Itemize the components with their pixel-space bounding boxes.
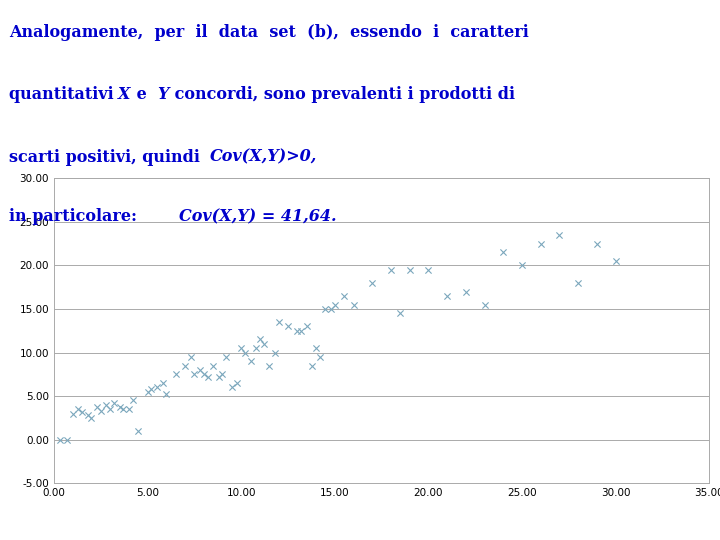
Point [161, 390, 172, 399]
Point [114, 402, 125, 411]
Point [207, 361, 219, 370]
Point [314, 353, 325, 361]
Point [385, 266, 397, 274]
Text: Cov(X,Y)>0,: Cov(X,Y)>0, [210, 148, 318, 165]
Point [325, 305, 337, 313]
Point [202, 373, 213, 381]
Point [554, 231, 565, 239]
Point [142, 388, 153, 396]
Point [329, 300, 341, 309]
Point [82, 411, 94, 420]
Point [213, 373, 225, 381]
Point [157, 379, 168, 387]
Point [307, 361, 318, 370]
Point [226, 383, 238, 391]
Point [54, 435, 66, 444]
Point [310, 344, 322, 353]
Point [273, 318, 284, 326]
Point [395, 309, 406, 318]
Point [194, 366, 206, 374]
Point [185, 353, 197, 361]
Text: in particolare:: in particolare: [9, 208, 137, 225]
Point [479, 300, 490, 309]
Point [441, 292, 453, 300]
Point [251, 344, 262, 353]
Point [76, 408, 88, 416]
Point [101, 401, 112, 409]
Point [145, 385, 157, 394]
Point [245, 357, 256, 366]
Text: quantitativi: quantitativi [9, 86, 119, 103]
Text: e: e [131, 86, 153, 103]
Point [610, 256, 621, 265]
Point [232, 379, 243, 387]
Point [423, 266, 434, 274]
Point [91, 402, 103, 411]
Point [123, 405, 135, 414]
Point [301, 322, 312, 330]
Text: Cov(X,Y) = 41,64.: Cov(X,Y) = 41,64. [179, 208, 336, 225]
Point [460, 287, 472, 296]
Point [179, 361, 191, 370]
Point [338, 292, 350, 300]
Point [95, 407, 107, 415]
Point [220, 353, 232, 361]
Text: scarti positivi, quindi: scarti positivi, quindi [9, 148, 205, 165]
Point [498, 248, 509, 256]
Point [73, 405, 84, 414]
Point [235, 344, 247, 353]
Point [254, 335, 266, 344]
Point [127, 396, 138, 405]
Text: concordi, sono prevalenti i prodotti di: concordi, sono prevalenti i prodotti di [169, 86, 516, 103]
Point [282, 322, 294, 330]
Point [104, 405, 116, 414]
Point [404, 266, 415, 274]
Point [535, 239, 546, 248]
Point [108, 399, 120, 407]
Point [572, 279, 584, 287]
Point [170, 370, 181, 379]
Point [366, 279, 378, 287]
Point [117, 405, 129, 414]
Point [516, 261, 528, 269]
Point [295, 326, 307, 335]
Point [151, 383, 163, 391]
Point [61, 435, 73, 444]
Point [239, 348, 251, 357]
Text: Analogamente,  per  il  data  set  (b),  essendo  i  caratteri: Analogamente, per il data set (b), essen… [9, 24, 528, 41]
Text: Y: Y [157, 86, 168, 103]
Point [269, 348, 281, 357]
Point [217, 370, 228, 379]
Point [198, 370, 210, 379]
Point [348, 300, 359, 309]
Point [189, 370, 200, 379]
Point [320, 305, 331, 313]
Point [292, 326, 303, 335]
Point [132, 427, 144, 435]
Point [258, 340, 269, 348]
Point [67, 409, 78, 418]
Point [86, 414, 97, 422]
Text: X: X [117, 86, 130, 103]
Point [591, 239, 603, 248]
Point [264, 361, 275, 370]
